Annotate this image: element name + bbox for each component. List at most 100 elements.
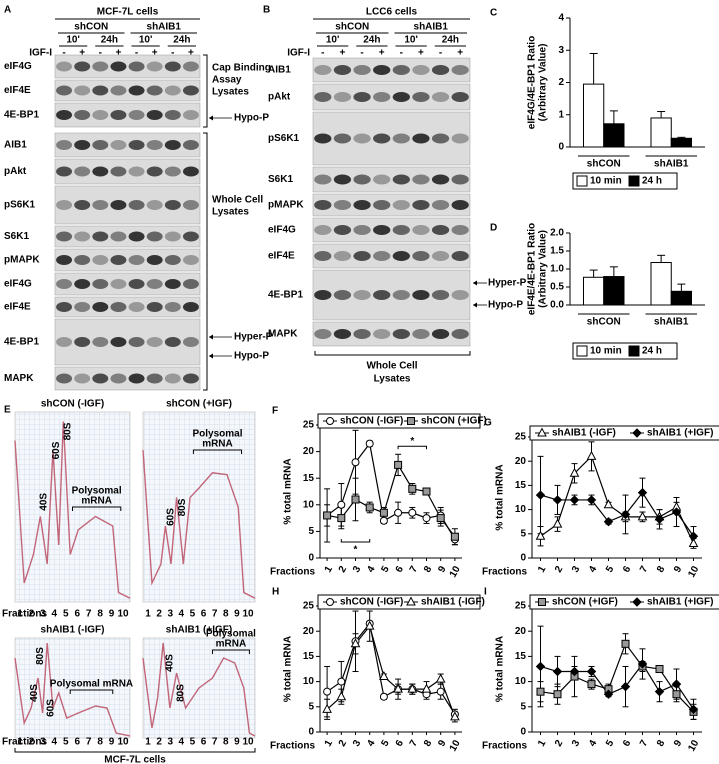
band bbox=[373, 251, 391, 261]
band bbox=[110, 255, 127, 265]
band bbox=[431, 65, 450, 75]
y-tick-label: 2.0 bbox=[550, 228, 564, 239]
bar bbox=[650, 117, 672, 148]
y-tick-label: 1 bbox=[558, 109, 564, 120]
band bbox=[431, 92, 450, 102]
series-line bbox=[326, 624, 456, 718]
x-tick-label: 7 bbox=[408, 738, 421, 749]
x-tick-label: 1 bbox=[323, 564, 336, 575]
band bbox=[373, 65, 391, 75]
y-tick-label: 0.5 bbox=[550, 282, 564, 293]
peak-label: 80S bbox=[176, 684, 187, 702]
y-tick-label: 1.0 bbox=[550, 264, 564, 275]
band bbox=[92, 337, 109, 347]
band bbox=[353, 329, 371, 339]
arrowhead bbox=[473, 302, 477, 308]
band bbox=[431, 251, 450, 261]
band bbox=[146, 110, 163, 120]
y-tick-label: 25 bbox=[303, 420, 315, 431]
fraction-number: 9 bbox=[109, 609, 115, 620]
band bbox=[353, 225, 371, 235]
y-tick-label: 0 bbox=[308, 727, 314, 738]
band bbox=[110, 231, 127, 242]
section-label: Lysates bbox=[212, 207, 249, 218]
section-label: Lysates bbox=[212, 87, 249, 98]
series-line bbox=[326, 622, 456, 715]
y-tick-label: 15 bbox=[303, 473, 315, 484]
y-tick-label: 10 bbox=[515, 504, 527, 515]
band bbox=[412, 251, 430, 261]
section-label: Whole Cell bbox=[212, 195, 263, 206]
data-point bbox=[603, 499, 614, 509]
band bbox=[431, 225, 450, 235]
data-point bbox=[365, 503, 374, 512]
band bbox=[451, 200, 469, 210]
band bbox=[164, 166, 181, 177]
bar bbox=[603, 276, 625, 306]
x-tick-label: shAIB1 bbox=[654, 159, 689, 170]
band bbox=[182, 61, 199, 72]
y-tick-label: 0.0 bbox=[550, 300, 564, 311]
significance-mark: * bbox=[354, 545, 358, 556]
blot-strip bbox=[54, 272, 201, 296]
band bbox=[56, 200, 73, 210]
band bbox=[373, 92, 391, 102]
band bbox=[146, 302, 163, 312]
time-label: 10' bbox=[66, 35, 80, 46]
band bbox=[392, 251, 410, 261]
band bbox=[182, 302, 199, 312]
series-line bbox=[540, 642, 694, 713]
data-point bbox=[322, 703, 332, 713]
band bbox=[128, 302, 145, 312]
bracket bbox=[72, 506, 122, 511]
band bbox=[451, 251, 469, 261]
band bbox=[74, 302, 91, 312]
band bbox=[333, 251, 352, 261]
band bbox=[164, 373, 181, 384]
bar bbox=[670, 290, 692, 306]
absorbance-trace bbox=[14, 642, 131, 737]
legend-label: shAIB1 (-IGF) bbox=[421, 597, 485, 608]
legend-label: shCON (-IGF) bbox=[340, 597, 403, 608]
band bbox=[412, 174, 430, 185]
panel-letter: B bbox=[263, 5, 270, 16]
band bbox=[431, 329, 450, 339]
x-tick-label: 7 bbox=[638, 564, 651, 575]
profile-title: shCON (-IGF) bbox=[41, 399, 104, 410]
y-tick-label: 0 bbox=[308, 553, 314, 564]
fraction-number: 7 bbox=[212, 737, 218, 748]
x-tick-label: 6 bbox=[394, 738, 407, 749]
band bbox=[146, 85, 163, 96]
band bbox=[74, 200, 91, 210]
fraction-number: 9 bbox=[109, 737, 115, 748]
band bbox=[164, 279, 181, 289]
series-line bbox=[326, 463, 456, 538]
x-tick-label: 10 bbox=[448, 738, 463, 754]
band bbox=[412, 200, 430, 210]
y-tick-label: 10 bbox=[303, 499, 315, 510]
time-label: 10' bbox=[326, 35, 340, 46]
fractions-label: Fractions bbox=[2, 737, 47, 748]
data-point bbox=[535, 530, 546, 540]
x-tick-label: 2 bbox=[553, 738, 566, 749]
band bbox=[353, 92, 371, 102]
fraction-number: 4 bbox=[52, 609, 58, 620]
x-tick-label: 8 bbox=[422, 738, 435, 749]
band bbox=[74, 279, 91, 289]
panel-letter: D bbox=[490, 223, 497, 234]
legend-label: 10 min bbox=[590, 346, 622, 357]
x-tick-label: 5 bbox=[379, 564, 392, 575]
row-label: 4E-BP1 bbox=[268, 290, 303, 301]
x-tick-label: 6 bbox=[621, 738, 634, 749]
data-point bbox=[379, 508, 388, 517]
row-label: pS6K1 bbox=[4, 200, 36, 211]
legend-box bbox=[317, 413, 481, 429]
data-point bbox=[688, 704, 699, 715]
peak-label: 80S bbox=[35, 647, 46, 665]
band bbox=[333, 329, 352, 339]
profile-title: shAIB1 (-IGF) bbox=[41, 625, 105, 636]
band bbox=[74, 166, 91, 177]
y-tick-label: 5 bbox=[308, 701, 314, 712]
y-tick-label: 2 bbox=[558, 77, 564, 88]
fraction-number: 8 bbox=[97, 737, 103, 748]
